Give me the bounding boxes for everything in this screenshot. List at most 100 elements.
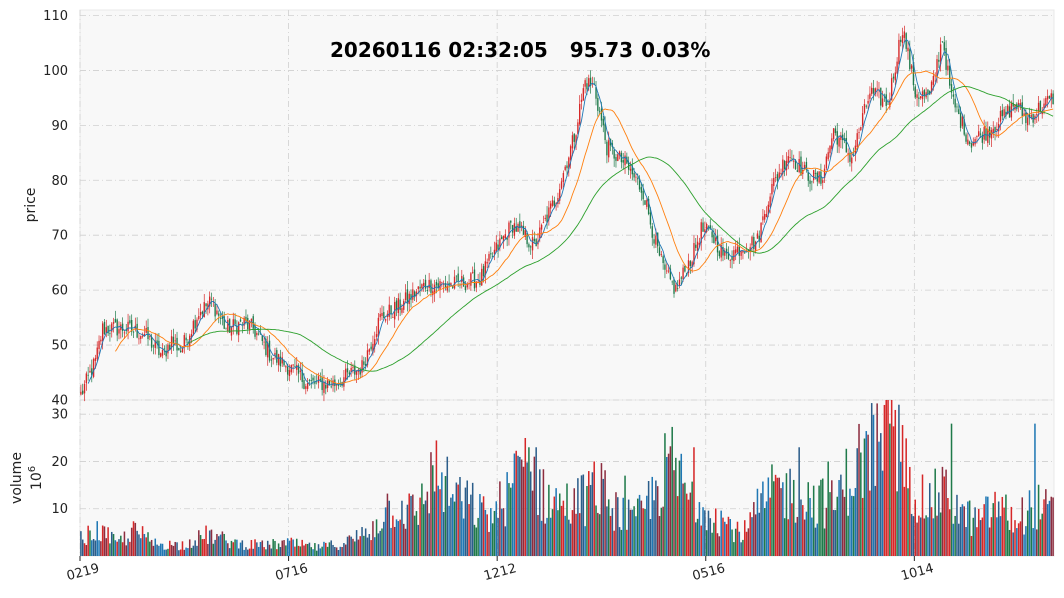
candle-body bbox=[881, 98, 884, 107]
candle-body bbox=[223, 316, 225, 329]
candle-body bbox=[747, 249, 750, 252]
volume-bar bbox=[390, 527, 392, 556]
volume-bar bbox=[934, 468, 936, 556]
volume-bar bbox=[856, 448, 858, 556]
candle-body bbox=[426, 289, 429, 292]
volume-bar bbox=[958, 523, 960, 556]
candle-body bbox=[312, 377, 314, 381]
candle-body bbox=[785, 160, 788, 171]
candle-body bbox=[771, 183, 773, 195]
volume-bar bbox=[967, 501, 969, 556]
volume-bar bbox=[116, 541, 118, 556]
volume-bar bbox=[544, 523, 546, 556]
candle-body bbox=[715, 237, 717, 242]
volume-bar bbox=[851, 495, 853, 556]
volume-bar bbox=[919, 517, 922, 556]
volume-bar bbox=[401, 500, 403, 556]
candle-body bbox=[87, 374, 89, 376]
candle-body bbox=[914, 86, 916, 98]
volume-bar bbox=[350, 536, 352, 556]
candle-body bbox=[466, 283, 468, 288]
candle-body bbox=[221, 316, 224, 319]
candle-body bbox=[96, 347, 98, 359]
volume-bar bbox=[305, 543, 307, 556]
volume-bar bbox=[722, 517, 724, 556]
candle-body bbox=[470, 273, 472, 286]
candle-body bbox=[502, 235, 505, 242]
volume-bar bbox=[832, 509, 835, 556]
candle-body bbox=[310, 380, 312, 381]
candle-body bbox=[277, 354, 280, 365]
volume-bar bbox=[462, 518, 465, 556]
volume-bar bbox=[938, 492, 940, 556]
volume-bar bbox=[979, 520, 982, 556]
volume-bar bbox=[127, 538, 129, 556]
volume-bar bbox=[181, 541, 184, 556]
candle-body bbox=[600, 108, 603, 121]
volume-bar bbox=[825, 507, 828, 556]
volume-bar bbox=[266, 540, 269, 556]
candle-body bbox=[985, 128, 987, 141]
candle-body bbox=[831, 138, 833, 150]
volume-bar bbox=[506, 472, 508, 556]
candle-body bbox=[762, 216, 764, 221]
candle-body bbox=[778, 172, 780, 179]
volume-bar bbox=[484, 509, 487, 556]
candle-body bbox=[938, 59, 940, 62]
candle-body bbox=[263, 341, 265, 343]
volume-bar bbox=[985, 496, 987, 556]
volume-bar bbox=[829, 492, 831, 556]
candle-body bbox=[568, 157, 570, 170]
candle-body bbox=[880, 87, 882, 106]
candle-body bbox=[519, 221, 521, 228]
volume-bar bbox=[402, 523, 405, 556]
volume-bar bbox=[227, 543, 229, 556]
volume-bar bbox=[818, 485, 820, 556]
candle-body bbox=[185, 337, 187, 341]
volume-bar bbox=[221, 531, 224, 556]
candle-body bbox=[424, 279, 427, 289]
volume-bar bbox=[295, 538, 298, 556]
volume-bar bbox=[165, 549, 167, 556]
volume-bar bbox=[399, 519, 401, 556]
candle-body bbox=[724, 250, 726, 256]
volume-bar bbox=[241, 540, 244, 556]
candle-body bbox=[684, 265, 686, 272]
candle-body bbox=[1008, 106, 1011, 118]
candle-body bbox=[178, 347, 180, 351]
volume-bar bbox=[816, 523, 819, 556]
candle-body bbox=[851, 157, 853, 164]
volume-bar bbox=[987, 496, 989, 556]
volume-bar bbox=[441, 472, 443, 556]
candle-body bbox=[165, 350, 167, 357]
volume-bar bbox=[413, 515, 416, 556]
candle-body bbox=[452, 285, 454, 288]
volume-bar bbox=[188, 539, 191, 556]
volume-bar bbox=[344, 544, 347, 556]
volume-bar bbox=[120, 535, 122, 556]
volume-bar bbox=[731, 529, 733, 556]
volume-bar bbox=[847, 515, 849, 556]
candle-body bbox=[894, 72, 896, 81]
volume-bar bbox=[729, 519, 732, 556]
candle-body bbox=[666, 270, 668, 272]
candle-body bbox=[646, 200, 648, 207]
volume-bar bbox=[673, 470, 675, 556]
candle-body bbox=[580, 99, 583, 102]
volume-bar bbox=[105, 538, 108, 556]
volume-bar bbox=[618, 527, 621, 556]
volume-bar bbox=[459, 477, 461, 556]
volume-bar bbox=[383, 521, 385, 556]
volume-bar bbox=[1006, 520, 1009, 556]
candle-body bbox=[932, 76, 935, 85]
candle-body bbox=[949, 65, 951, 86]
date-tick-label: 0516 bbox=[691, 561, 727, 584]
volume-bar bbox=[1050, 496, 1053, 556]
candle-body bbox=[731, 256, 733, 261]
volume-bar bbox=[627, 499, 630, 556]
candle-body bbox=[352, 367, 354, 369]
volume-bar bbox=[745, 531, 748, 556]
volume-bar bbox=[161, 543, 164, 556]
volume-bar bbox=[129, 541, 131, 556]
volume-bar bbox=[742, 539, 744, 556]
